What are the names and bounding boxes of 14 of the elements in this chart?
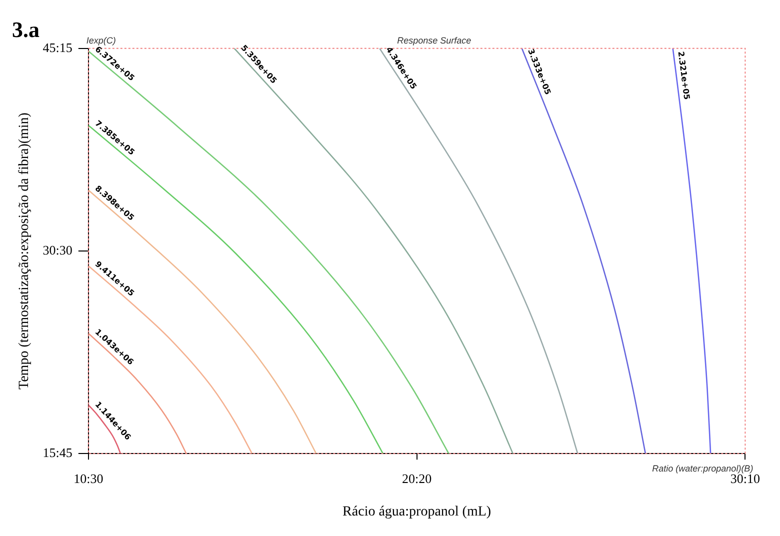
y-tick-label: 30:30 — [42, 242, 72, 258]
y-axis-title: Tempo (termostatização:exposição da fibra)(min) — [17, 112, 32, 390]
chart-title: 3.a — [12, 16, 40, 42]
text: Response Surface — [397, 35, 472, 46]
line-series — [521, 48, 646, 454]
x-tick-label: 20:20 — [402, 470, 432, 486]
y-tick-label: 45:15 — [42, 40, 72, 55]
x-axis-title: Rácio água:propanol (mL) — [342, 504, 492, 520]
text: Iexp(C) — [86, 35, 116, 46]
x-tick-label: 10:30 — [74, 470, 104, 486]
line-series — [672, 48, 712, 454]
text: 2.321e+05 — [676, 50, 692, 100]
y-tick-label: 15:45 — [42, 445, 72, 460]
line-series — [378, 48, 578, 454]
